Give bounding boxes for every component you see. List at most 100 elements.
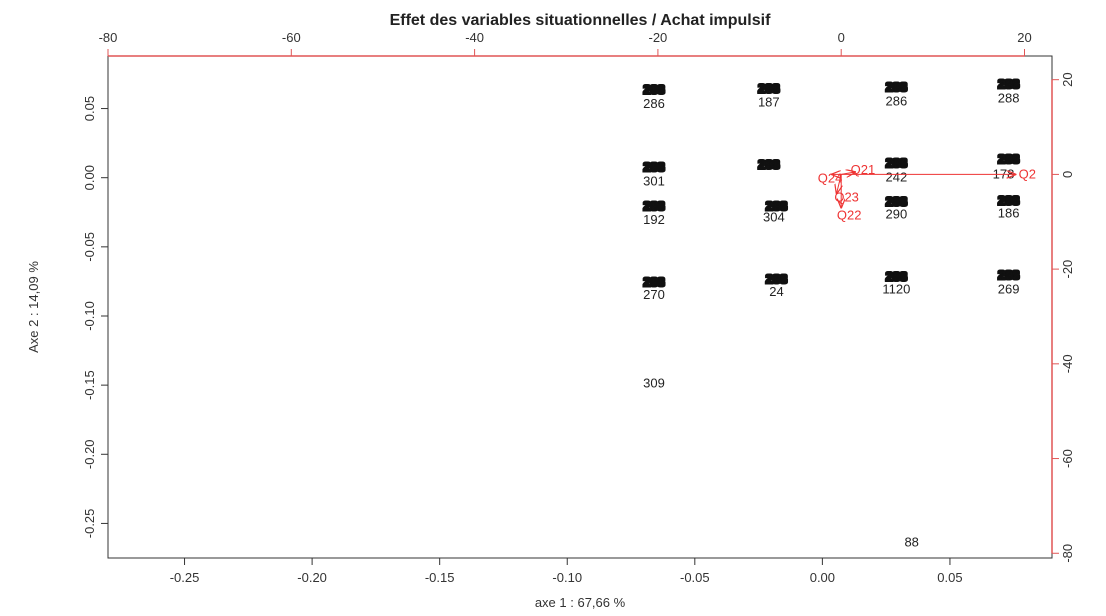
point-label: 290 bbox=[886, 207, 908, 222]
svg-text:2​88: 2​88 bbox=[884, 193, 906, 208]
svg-text:2​88: 2​88 bbox=[643, 273, 665, 288]
variable-label: Q24 bbox=[818, 170, 843, 185]
svg-text:2​88: 2​88 bbox=[886, 194, 908, 209]
x-axis: -0.25 -0.20 -0.15 -0.10 -0.05 0.00 0.05 bbox=[170, 558, 963, 585]
top-tick-label: -80 bbox=[99, 30, 118, 45]
overlapping-point-labels: 2​882​882​882​882​882​882​882​882​88 bbox=[642, 159, 666, 176]
x-tick-label: 0.05 bbox=[937, 570, 962, 585]
svg-text:2​88: 2​88 bbox=[644, 82, 666, 97]
svg-text:2​88: 2​88 bbox=[757, 82, 779, 97]
point-label: 186 bbox=[998, 205, 1020, 220]
y-tick-label: -0.25 bbox=[82, 509, 97, 539]
svg-text:2​88: 2​88 bbox=[998, 151, 1020, 166]
svg-text:2​88: 2​88 bbox=[999, 77, 1021, 92]
point-label: 286 bbox=[643, 96, 665, 111]
variable-label: Q21 bbox=[851, 162, 876, 177]
svg-text:2​88: 2​88 bbox=[644, 83, 666, 98]
x-axis-title: axe 1 : 67,66 % bbox=[535, 595, 626, 610]
svg-text:2​88: 2​88 bbox=[886, 269, 908, 284]
svg-text:2​88: 2​88 bbox=[758, 81, 780, 96]
svg-text:2​88: 2​88 bbox=[886, 80, 908, 95]
svg-text:2​88: 2​88 bbox=[764, 197, 786, 212]
svg-text:2​88: 2​88 bbox=[887, 270, 909, 285]
overlapping-point-labels: 2​882​882​882​882​882​882​882​882​88 bbox=[642, 273, 666, 290]
svg-text:2​88: 2​88 bbox=[999, 267, 1021, 282]
svg-text:2​88: 2​88 bbox=[998, 78, 1020, 93]
svg-text:2​88: 2​88 bbox=[759, 81, 781, 96]
svg-text:2​88: 2​88 bbox=[767, 198, 789, 213]
point-label: 24 bbox=[769, 284, 783, 299]
svg-text:2​88: 2​88 bbox=[999, 194, 1021, 209]
svg-text:2​88: 2​88 bbox=[999, 150, 1021, 165]
svg-text:2​88: 2​88 bbox=[766, 199, 788, 214]
svg-text:2​88: 2​88 bbox=[884, 194, 906, 209]
top-tick-label: -60 bbox=[282, 30, 301, 45]
svg-text:2​88: 2​88 bbox=[886, 156, 908, 171]
overlapping-point-labels: 2​882​882​882​882​882​882​882​882​88 bbox=[884, 193, 908, 210]
svg-text:2​88: 2​88 bbox=[642, 81, 664, 96]
svg-text:2​88: 2​88 bbox=[887, 268, 909, 283]
svg-text:2​88: 2​88 bbox=[644, 275, 666, 290]
svg-text:2​88: 2​88 bbox=[999, 192, 1021, 207]
right-axis: 20 0 -20 -40 -60 -80 bbox=[1051, 72, 1075, 563]
top-tick-label: 20 bbox=[1017, 30, 1031, 45]
variable-arrow bbox=[841, 172, 855, 174]
x-tick-label: -0.15 bbox=[425, 570, 455, 585]
svg-text:2​88: 2​88 bbox=[884, 79, 906, 94]
svg-text:2​88: 2​88 bbox=[997, 193, 1019, 208]
svg-text:2​88: 2​88 bbox=[887, 194, 909, 209]
svg-text:2​88: 2​88 bbox=[886, 268, 908, 283]
svg-text:2​88: 2​88 bbox=[757, 157, 779, 172]
svg-text:2​88: 2​88 bbox=[764, 273, 786, 288]
svg-text:2​88: 2​88 bbox=[997, 77, 1019, 92]
overlapping-point-labels: 2​882​882​882​882​882​882​882​882​88 bbox=[764, 271, 788, 288]
y-axis: 0.05 0.00 -0.05 -0.10 -0.15 -0.20 -0.25 bbox=[82, 96, 108, 538]
svg-text:2​88: 2​88 bbox=[997, 78, 1019, 93]
svg-text:2​88: 2​88 bbox=[887, 195, 909, 210]
overlapping-point-labels: 2​882​882​882​882​882​882​882​882​88 bbox=[997, 267, 1021, 284]
svg-text:2​88: 2​88 bbox=[999, 152, 1021, 167]
svg-text:2​88: 2​88 bbox=[997, 76, 1019, 91]
right-tick-label: 0 bbox=[1060, 171, 1075, 178]
svg-text:2​88: 2​88 bbox=[764, 271, 786, 286]
svg-text:2​88: 2​88 bbox=[884, 78, 906, 93]
chart-title: Effet des variables situationnelles / Ac… bbox=[390, 12, 772, 29]
svg-text:2​88: 2​88 bbox=[764, 198, 786, 213]
y-tick-label: 0.05 bbox=[82, 96, 97, 121]
svg-text:2​88: 2​88 bbox=[764, 272, 786, 287]
svg-text:2​88: 2​88 bbox=[884, 80, 906, 95]
svg-text:2​88: 2​88 bbox=[997, 267, 1019, 282]
svg-text:2​88: 2​88 bbox=[998, 150, 1020, 165]
svg-text:2​88: 2​88 bbox=[643, 82, 665, 97]
svg-text:2​88: 2​88 bbox=[644, 274, 666, 289]
svg-text:2​88: 2​88 bbox=[997, 194, 1019, 209]
svg-text:2​88: 2​88 bbox=[764, 199, 786, 214]
point-label: 309 bbox=[643, 375, 665, 390]
variable-arrow bbox=[837, 174, 842, 193]
svg-text:2​88: 2​88 bbox=[997, 151, 1019, 166]
svg-text:2​88: 2​88 bbox=[644, 160, 666, 175]
svg-text:2​88: 2​88 bbox=[643, 81, 665, 96]
right-tick-label: 20 bbox=[1060, 72, 1075, 86]
svg-text:2​88: 2​88 bbox=[766, 198, 788, 213]
svg-text:2​88: 2​88 bbox=[758, 156, 780, 171]
svg-text:2​88: 2​88 bbox=[643, 199, 665, 214]
svg-text:2​88: 2​88 bbox=[884, 195, 906, 210]
y-tick-label: -0.15 bbox=[82, 370, 97, 400]
svg-text:2​88: 2​88 bbox=[759, 156, 781, 171]
svg-text:2​88: 2​88 bbox=[759, 80, 781, 95]
svg-text:2​88: 2​88 bbox=[886, 270, 908, 285]
point-label: 270 bbox=[643, 287, 665, 302]
svg-text:2​88: 2​88 bbox=[887, 154, 909, 169]
svg-text:2​88: 2​88 bbox=[887, 79, 909, 94]
point-label: 304 bbox=[763, 209, 785, 224]
svg-text:2​88: 2​88 bbox=[884, 270, 906, 285]
svg-text:2​88: 2​88 bbox=[643, 197, 665, 212]
svg-text:2​88: 2​88 bbox=[998, 152, 1020, 167]
right-tick-label: -80 bbox=[1060, 544, 1075, 563]
x-tick-label: 0.00 bbox=[810, 570, 835, 585]
svg-text:2​88: 2​88 bbox=[767, 271, 789, 286]
variable-label: Q2 bbox=[1019, 166, 1036, 181]
svg-text:2​88: 2​88 bbox=[886, 155, 908, 170]
